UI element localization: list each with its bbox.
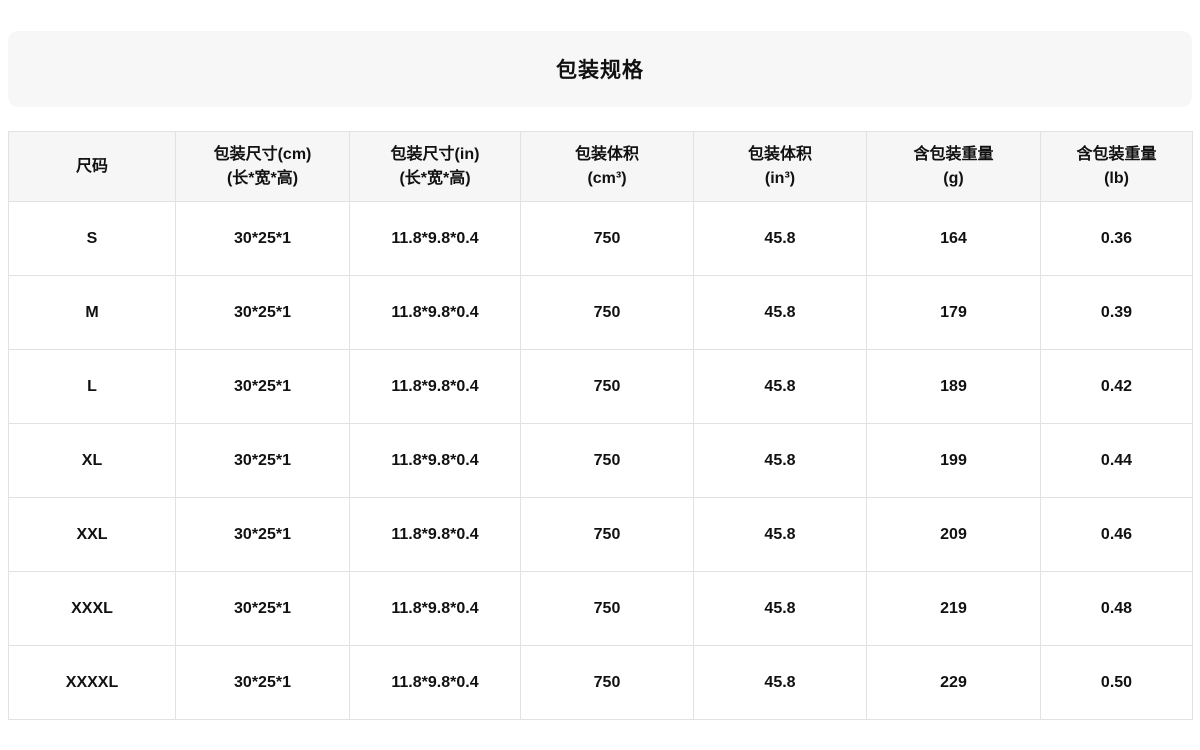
table-row: XXL 30*25*1 11.8*9.8*0.4 750 45.8 209 0.… [8, 497, 1193, 572]
cell-vol-in: 45.8 [693, 349, 867, 424]
cell-dim-in: 11.8*9.8*0.4 [349, 571, 521, 646]
cell-vol-cm: 750 [520, 201, 694, 276]
column-header-line1: 含包装重量 [1076, 145, 1157, 163]
cell-vol-cm: 750 [520, 275, 694, 350]
column-header: 包装体积 (in³) [693, 131, 867, 202]
cell-weight-g: 179 [866, 275, 1041, 350]
cell-weight-lb: 0.36 [1040, 201, 1193, 276]
cell-dim-in: 11.8*9.8*0.4 [349, 423, 521, 498]
cell-vol-in: 45.8 [693, 645, 867, 720]
column-header: 包装尺寸(cm) (长*宽*高) [175, 131, 350, 202]
spec-table-container: 尺码 包装尺寸(cm) (长*宽*高) 包装尺寸(in) (长*宽*高) 包装体… [8, 131, 1193, 720]
cell-vol-cm: 750 [520, 423, 694, 498]
cell-dim-cm: 30*25*1 [175, 571, 350, 646]
cell-vol-cm: 750 [520, 497, 694, 572]
cell-weight-g: 209 [866, 497, 1041, 572]
cell-dim-cm: 30*25*1 [175, 497, 350, 572]
column-header-line1: 含包装重量 [913, 145, 994, 163]
cell-weight-lb: 0.39 [1040, 275, 1193, 350]
cell-weight-g: 199 [866, 423, 1041, 498]
cell-weight-g: 219 [866, 571, 1041, 646]
cell-size: XXL [8, 497, 176, 572]
cell-dim-cm: 30*25*1 [175, 201, 350, 276]
column-header: 含包装重量 (lb) [1040, 131, 1193, 202]
cell-dim-cm: 30*25*1 [175, 423, 350, 498]
cell-size: S [8, 201, 176, 276]
cell-vol-in: 45.8 [693, 571, 867, 646]
cell-size: XXXXL [8, 645, 176, 720]
column-header: 尺码 [8, 131, 176, 202]
column-header-line2: (g) [943, 169, 964, 187]
cell-weight-lb: 0.42 [1040, 349, 1193, 424]
cell-vol-in: 45.8 [693, 497, 867, 572]
table-row: XXXXL 30*25*1 11.8*9.8*0.4 750 45.8 229 … [8, 645, 1193, 720]
column-header-line2: (in³) [764, 169, 796, 187]
packaging-spec-table: 尺码 包装尺寸(cm) (长*宽*高) 包装尺寸(in) (长*宽*高) 包装体… [8, 131, 1193, 720]
column-header-line1: 尺码 [75, 157, 108, 175]
column-header-line1: 包装体积 [574, 145, 639, 163]
table-header-row: 尺码 包装尺寸(cm) (长*宽*高) 包装尺寸(in) (长*宽*高) 包装体… [8, 131, 1193, 202]
column-header: 包装尺寸(in) (长*宽*高) [349, 131, 521, 202]
cell-weight-lb: 0.46 [1040, 497, 1193, 572]
table-row: M 30*25*1 11.8*9.8*0.4 750 45.8 179 0.39 [8, 275, 1193, 350]
table-row: L 30*25*1 11.8*9.8*0.4 750 45.8 189 0.42 [8, 349, 1193, 424]
cell-dim-cm: 30*25*1 [175, 645, 350, 720]
cell-weight-g: 189 [866, 349, 1041, 424]
cell-weight-lb: 0.44 [1040, 423, 1193, 498]
column-header-line2: (cm³) [587, 169, 627, 187]
cell-vol-cm: 750 [520, 349, 694, 424]
table-row: XL 30*25*1 11.8*9.8*0.4 750 45.8 199 0.4… [8, 423, 1193, 498]
cell-size: XL [8, 423, 176, 498]
cell-vol-cm: 750 [520, 645, 694, 720]
cell-weight-g: 164 [866, 201, 1041, 276]
column-header: 含包装重量 (g) [866, 131, 1041, 202]
column-header-line1: 包装体积 [747, 145, 812, 163]
cell-dim-cm: 30*25*1 [175, 275, 350, 350]
cell-weight-lb: 0.48 [1040, 571, 1193, 646]
page-title: 包装规格 [556, 59, 644, 82]
cell-vol-cm: 750 [520, 571, 694, 646]
column-header-line2: (lb) [1104, 169, 1129, 187]
product-detail-page: 包装规格 尺码 包装尺寸(cm) (长*宽*高) 包装尺寸(in) (长*宽*高… [0, 31, 1200, 750]
cell-dim-in: 11.8*9.8*0.4 [349, 645, 521, 720]
cell-dim-cm: 30*25*1 [175, 349, 350, 424]
column-header-line2: (长*宽*高) [226, 169, 299, 187]
column-header: 包装体积 (cm³) [520, 131, 694, 202]
cell-dim-in: 11.8*9.8*0.4 [349, 275, 521, 350]
cell-size: M [8, 275, 176, 350]
cell-weight-lb: 0.50 [1040, 645, 1193, 720]
cell-size: XXXL [8, 571, 176, 646]
table-row: S 30*25*1 11.8*9.8*0.4 750 45.8 164 0.36 [8, 201, 1193, 276]
cell-vol-in: 45.8 [693, 423, 867, 498]
section-title-banner: 包装规格 [8, 31, 1192, 107]
cell-size: L [8, 349, 176, 424]
column-header-line1: 包装尺寸(in) [390, 145, 480, 163]
column-header-line1: 包装尺寸(cm) [213, 145, 312, 163]
column-header-line2: (长*宽*高) [399, 169, 471, 187]
cell-vol-in: 45.8 [693, 201, 867, 276]
cell-dim-in: 11.8*9.8*0.4 [349, 349, 521, 424]
cell-dim-in: 11.8*9.8*0.4 [349, 497, 521, 572]
cell-weight-g: 229 [866, 645, 1041, 720]
cell-dim-in: 11.8*9.8*0.4 [349, 201, 521, 276]
cell-vol-in: 45.8 [693, 275, 867, 350]
table-row: XXXL 30*25*1 11.8*9.8*0.4 750 45.8 219 0… [8, 571, 1193, 646]
